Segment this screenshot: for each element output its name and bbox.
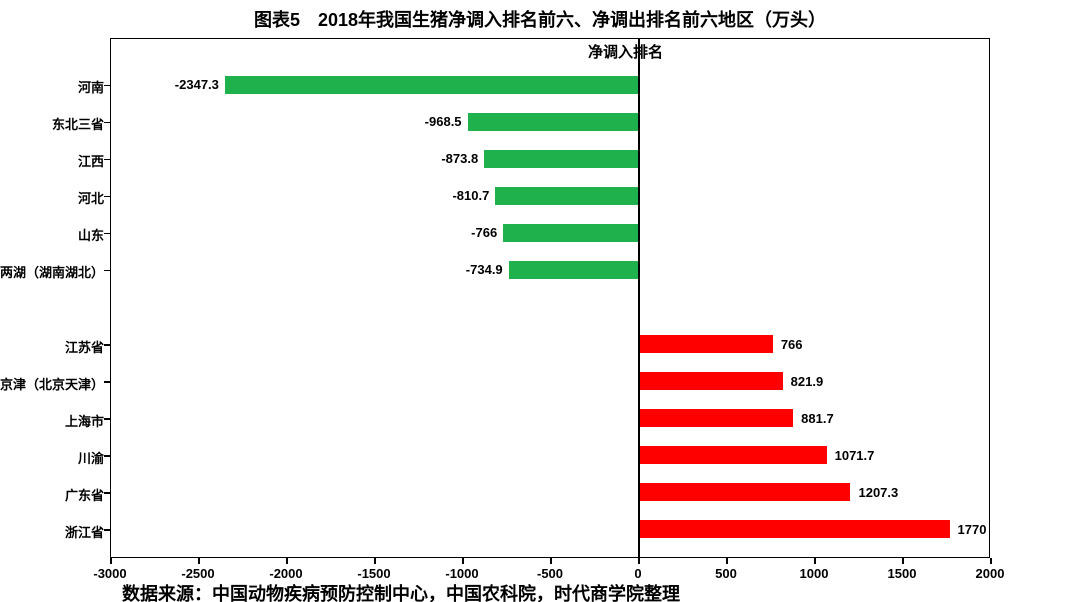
y-tick [104, 270, 110, 272]
x-tick [814, 558, 816, 564]
x-tick [638, 558, 640, 564]
value-label: -2347.3 [175, 77, 219, 92]
x-tick-label: -1500 [344, 566, 404, 581]
category-label: 江西 [0, 151, 104, 170]
y-tick [104, 492, 110, 494]
value-label: 766 [781, 337, 803, 352]
x-tick-label: 1000 [784, 566, 844, 581]
value-label: -810.7 [452, 188, 489, 203]
x-tick-label: -2000 [256, 566, 316, 581]
category-label: 东北三省 [0, 114, 104, 133]
bar [638, 372, 783, 390]
zero-line [638, 38, 640, 558]
bar [638, 446, 827, 464]
category-label: 河北 [0, 188, 104, 207]
category-label: 河南 [0, 77, 104, 96]
bar [468, 113, 638, 131]
bar [503, 224, 638, 242]
x-tick-label: -2500 [168, 566, 228, 581]
category-label: 上海市 [0, 411, 104, 430]
category-label: 江苏省 [0, 337, 104, 356]
bar [638, 483, 850, 501]
y-tick [104, 344, 110, 346]
category-label: 两湖（湖南湖北） [0, 262, 104, 281]
y-tick [104, 233, 110, 235]
y-tick [104, 159, 110, 161]
x-tick-label: 500 [696, 566, 756, 581]
value-label: 821.9 [791, 374, 824, 389]
y-tick [104, 381, 110, 383]
x-tick-label: 2000 [960, 566, 1020, 581]
category-label: 广东省 [0, 485, 104, 504]
value-label: 1071.7 [835, 448, 875, 463]
category-label: 京津（北京天津） [0, 374, 104, 393]
bar [495, 187, 638, 205]
bar [225, 76, 638, 94]
x-tick-label: -1000 [432, 566, 492, 581]
value-label: 881.7 [801, 411, 834, 426]
x-tick [462, 558, 464, 564]
value-label: -873.8 [441, 151, 478, 166]
x-tick [726, 558, 728, 564]
x-tick [286, 558, 288, 564]
chart-title: 图表5 2018年我国生猪净调入排名前六、净调出排名前六地区（万头） [0, 6, 1080, 32]
value-label: 1207.3 [858, 485, 898, 500]
chart-subtitle: 净调入排名 [588, 41, 663, 62]
category-label: 山东 [0, 225, 104, 244]
x-tick [198, 558, 200, 564]
bar [484, 150, 638, 168]
x-tick [110, 558, 112, 564]
bar [638, 520, 950, 538]
value-label: -766 [471, 225, 497, 240]
source-text: 数据来源：中国动物疾病预防控制中心，中国农科院，时代商学院整理 [122, 580, 680, 602]
bar [509, 261, 638, 279]
chart-container: 图表5 2018年我国生猪净调入排名前六、净调出排名前六地区（万头） 净调入排名… [0, 0, 1080, 602]
x-tick-label: -500 [520, 566, 580, 581]
x-tick [990, 558, 992, 564]
y-tick [104, 85, 110, 87]
bar [638, 409, 793, 427]
y-tick [104, 455, 110, 457]
y-tick [104, 418, 110, 420]
y-tick [104, 122, 110, 124]
x-tick [550, 558, 552, 564]
x-tick [374, 558, 376, 564]
y-tick [104, 529, 110, 531]
bar [638, 335, 773, 353]
x-tick-label: 1500 [872, 566, 932, 581]
category-label: 川渝 [0, 448, 104, 467]
x-tick-label: 0 [608, 566, 668, 581]
value-label: 1770 [958, 522, 987, 537]
x-tick [902, 558, 904, 564]
y-tick [104, 196, 110, 198]
value-label: -734.9 [466, 262, 503, 277]
value-label: -968.5 [425, 114, 462, 129]
x-tick-label: -3000 [80, 566, 140, 581]
category-label: 浙江省 [0, 522, 104, 541]
